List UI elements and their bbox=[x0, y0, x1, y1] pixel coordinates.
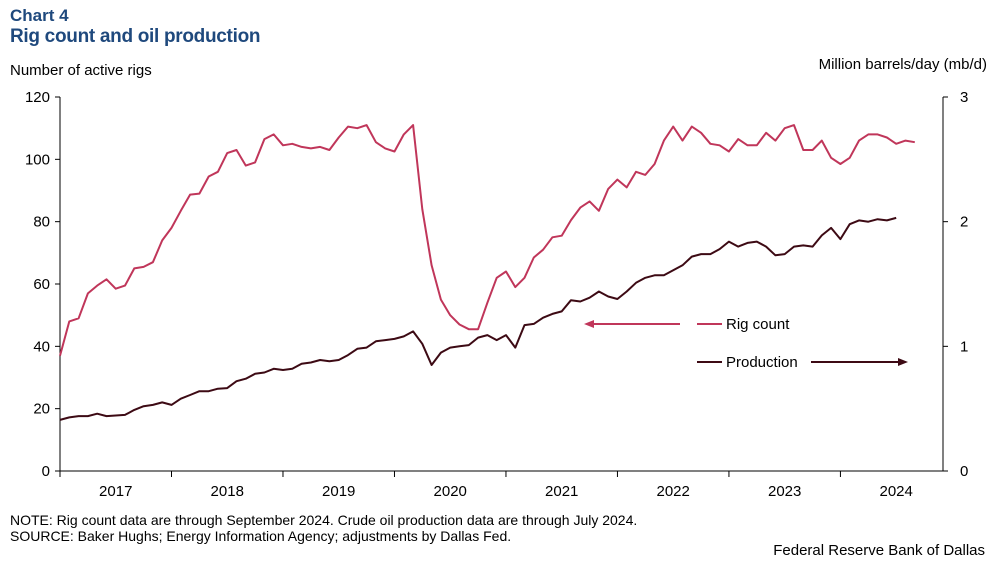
right-tick-label: 1 bbox=[960, 338, 968, 355]
footnote: NOTE: Rig count data are through Septemb… bbox=[10, 512, 637, 544]
credit-text: Federal Reserve Bank of Dallas bbox=[773, 542, 985, 559]
right-tick-label: 2 bbox=[960, 214, 968, 231]
x-tick-label: 2017 bbox=[99, 483, 132, 500]
left-tick-label: 0 bbox=[42, 463, 50, 480]
note-text: NOTE: Rig count data are through Septemb… bbox=[10, 512, 638, 528]
x-tick-label: 2022 bbox=[657, 483, 690, 500]
chart-number: Chart 4 bbox=[10, 6, 69, 25]
left-tick-label: 120 bbox=[25, 89, 50, 106]
left-axis-title: Number of active rigs bbox=[10, 62, 152, 79]
rig-count-series-line bbox=[59, 124, 915, 356]
legend-layer: Rig count Production bbox=[584, 316, 908, 371]
left-tick-label: 20 bbox=[33, 401, 50, 418]
right-tick-label: 3 bbox=[960, 89, 968, 106]
x-tick-label: 2020 bbox=[434, 483, 467, 500]
x-tick-label: 2021 bbox=[545, 483, 578, 500]
x-tick-label: 2018 bbox=[211, 483, 244, 500]
x-tick-label: 2024 bbox=[879, 483, 912, 500]
rig-count-legend-label: Rig count bbox=[726, 316, 790, 333]
left-tick-label: 100 bbox=[25, 151, 50, 168]
production-arrowhead bbox=[898, 358, 908, 366]
source-text: SOURCE: Baker Hughs; Energy Information … bbox=[10, 528, 512, 544]
right-tick-label: 0 bbox=[960, 463, 968, 480]
x-tick-label: 2023 bbox=[768, 483, 801, 500]
rig-count-arrowhead bbox=[584, 320, 594, 328]
left-tick-label: 60 bbox=[33, 276, 50, 293]
production-series-line bbox=[59, 216, 897, 421]
left-tick-label: 80 bbox=[33, 214, 50, 231]
x-tick-label: 2019 bbox=[322, 483, 355, 500]
left-tick-label: 40 bbox=[33, 338, 50, 355]
chart-title: Rig count and oil production bbox=[10, 26, 261, 47]
right-axis-title: Million barrels/day (mb/d) bbox=[818, 56, 987, 73]
series-layer bbox=[59, 124, 915, 421]
production-legend-label: Production bbox=[726, 354, 798, 371]
axes-layer: 0 20 40 60 80 100 120 0 1 2 3 2017 2018 2019 2020 2021 2… bbox=[25, 89, 968, 500]
